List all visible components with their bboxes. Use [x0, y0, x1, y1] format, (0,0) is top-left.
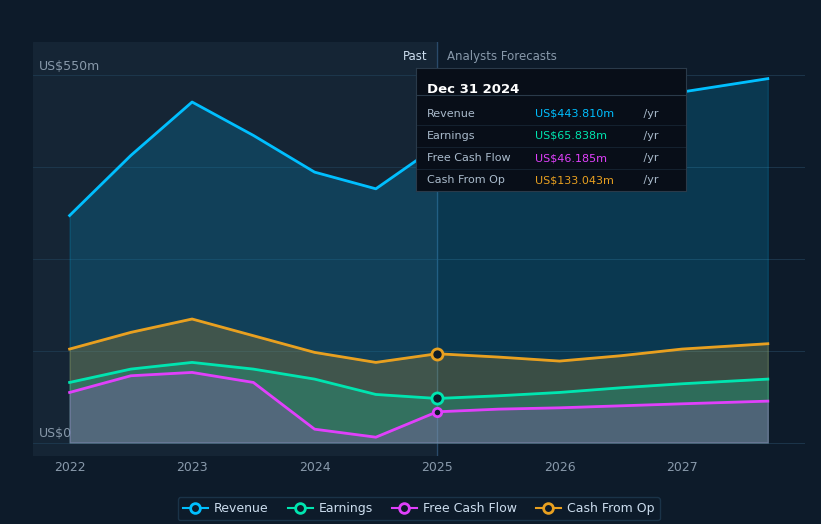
- Text: /yr: /yr: [640, 108, 658, 118]
- Text: US$65.838m: US$65.838m: [534, 131, 607, 141]
- Text: /yr: /yr: [640, 175, 658, 185]
- Text: Analysts Forecasts: Analysts Forecasts: [447, 50, 557, 63]
- Text: US$46.185m: US$46.185m: [534, 153, 607, 163]
- Text: US$550m: US$550m: [39, 60, 100, 73]
- Text: Free Cash Flow: Free Cash Flow: [427, 153, 511, 163]
- Text: Earnings: Earnings: [427, 131, 475, 141]
- Text: US$443.810m: US$443.810m: [534, 108, 614, 118]
- Text: Past: Past: [402, 50, 427, 63]
- Text: US$133.043m: US$133.043m: [534, 175, 613, 185]
- Text: /yr: /yr: [640, 131, 658, 141]
- Text: Revenue: Revenue: [427, 108, 475, 118]
- Bar: [33, 42, 437, 456]
- Text: US$0: US$0: [39, 427, 72, 440]
- Legend: Revenue, Earnings, Free Cash Flow, Cash From Op: Revenue, Earnings, Free Cash Flow, Cash …: [178, 497, 659, 520]
- Text: /yr: /yr: [640, 153, 658, 163]
- Text: Cash From Op: Cash From Op: [427, 175, 505, 185]
- Bar: [437, 42, 805, 456]
- Text: Dec 31 2024: Dec 31 2024: [427, 83, 520, 96]
